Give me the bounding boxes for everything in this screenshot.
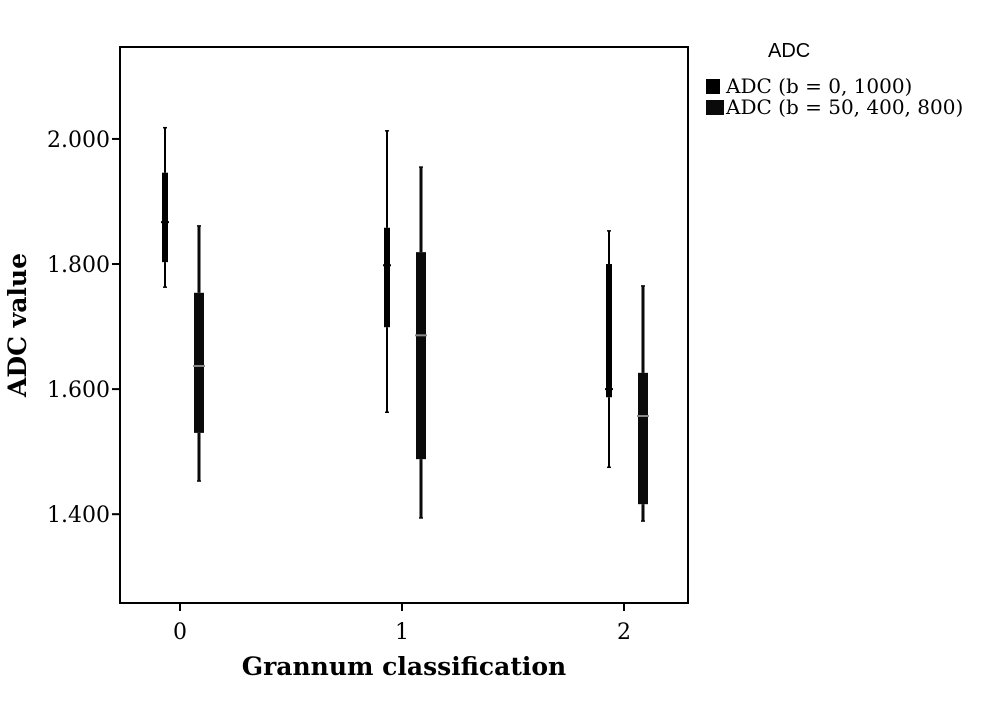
box (606, 264, 612, 398)
legend-label: ADC (b = 50, 400, 800) (725, 95, 963, 119)
box (384, 227, 390, 328)
legend-title: ADC (768, 40, 810, 62)
y-tick-label: 1.800 (47, 253, 110, 278)
legend-label: ADC (b = 0, 1000) (725, 74, 912, 98)
x-axis-label: Grannum classification (242, 652, 566, 681)
box (194, 292, 204, 433)
y-tick-label: 1.600 (47, 378, 110, 403)
y-tick-label: 2.000 (47, 128, 110, 153)
legend-swatch (706, 100, 724, 115)
box (638, 372, 648, 505)
y-axis-label: ADC value (3, 253, 32, 398)
plot-frame (119, 46, 689, 604)
x-tick-label: 0 (173, 620, 187, 645)
box (162, 172, 168, 263)
box (416, 252, 426, 460)
y-tick-label: 1.400 (47, 503, 110, 528)
legend-swatch (706, 79, 720, 94)
x-tick-label: 2 (617, 620, 631, 645)
x-tick-label: 1 (395, 620, 409, 645)
